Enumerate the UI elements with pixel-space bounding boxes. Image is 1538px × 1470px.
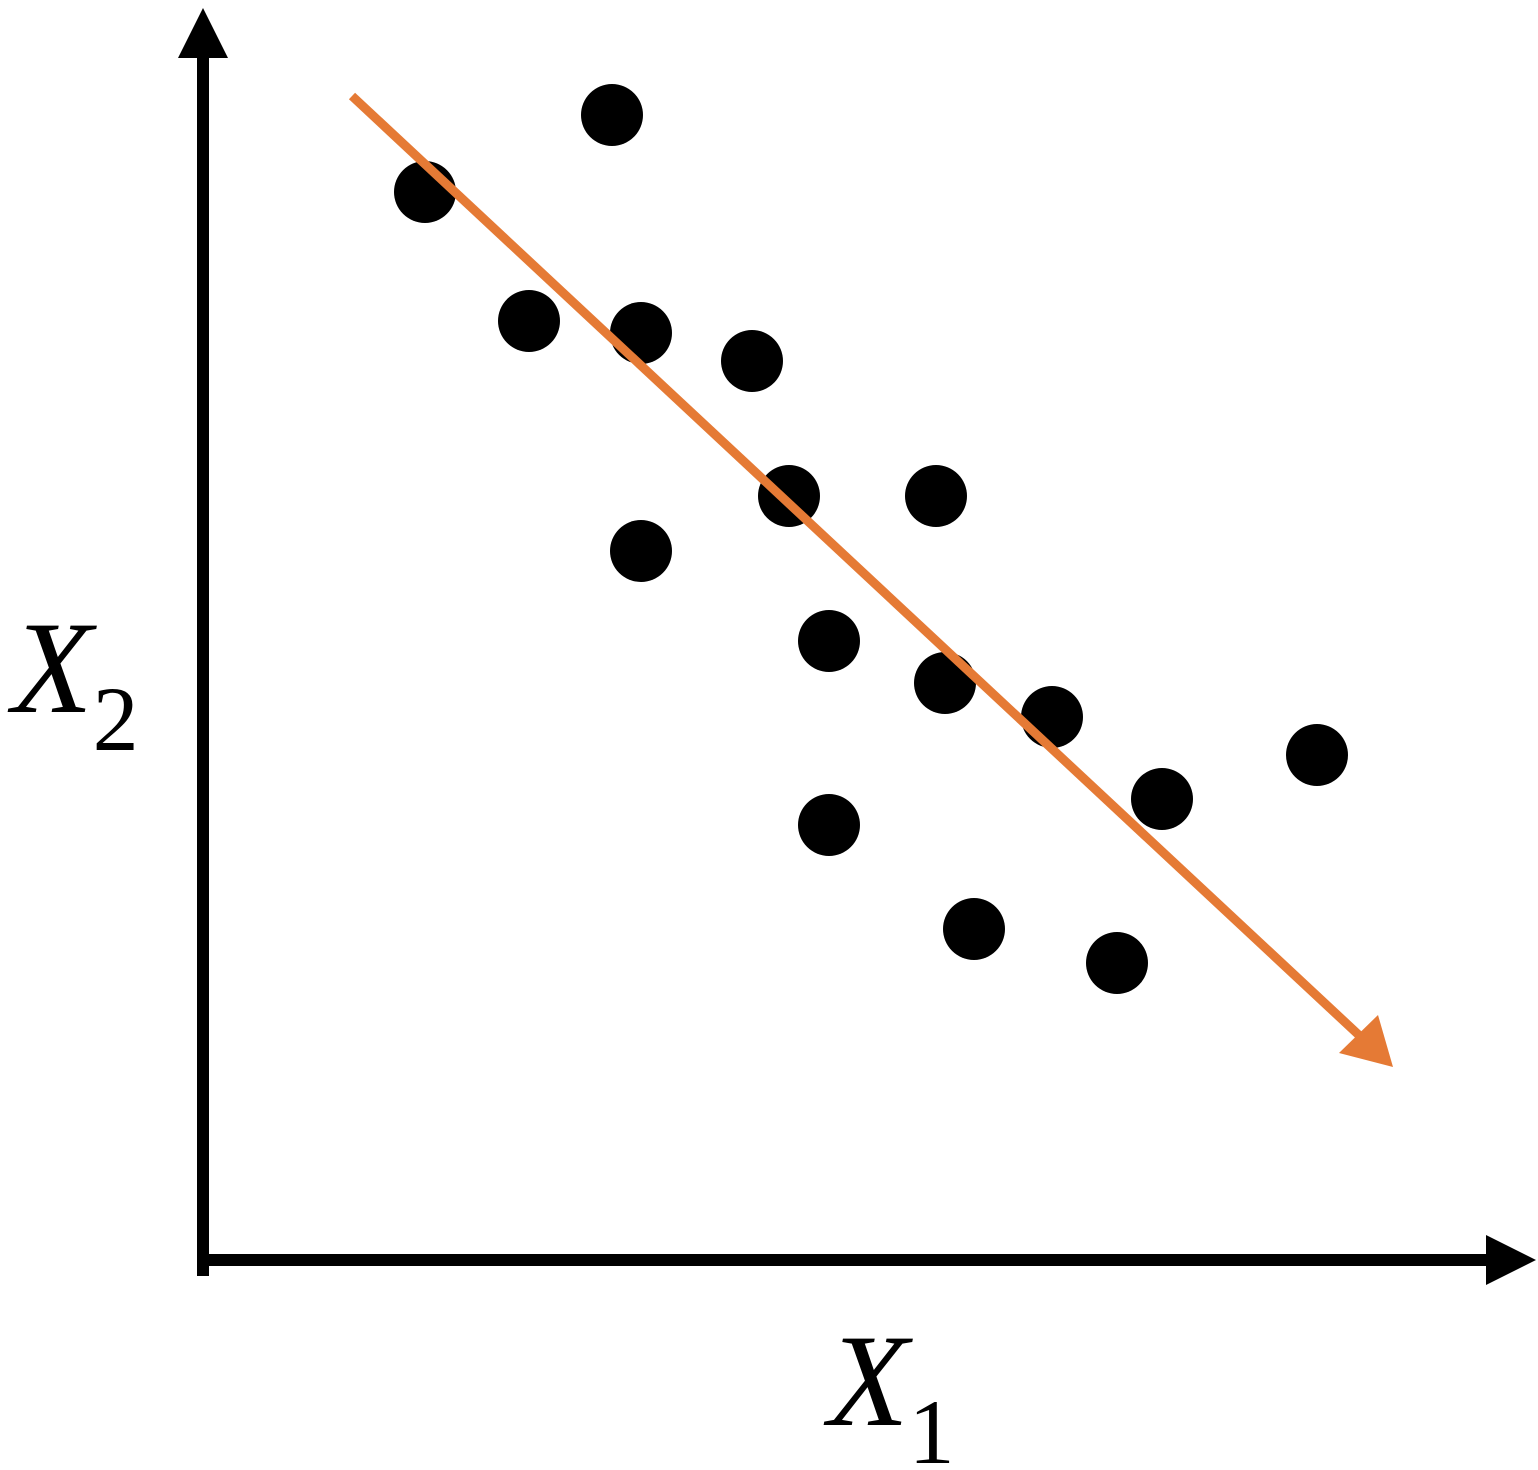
point: [798, 610, 860, 672]
point: [721, 330, 783, 392]
y-axis-label-base: X: [7, 594, 97, 741]
point: [610, 520, 672, 582]
x-axis-label-subscript: 1: [909, 1381, 955, 1470]
point: [581, 84, 643, 146]
point: [914, 652, 976, 714]
point: [758, 465, 820, 527]
point: [798, 794, 860, 856]
points: [394, 84, 1348, 994]
y-axis-label: X2: [7, 594, 139, 770]
direction-line: [348, 92, 1366, 1042]
point: [610, 302, 672, 364]
point: [498, 290, 560, 352]
point: [1021, 686, 1083, 748]
direction-arrowhead: [1339, 1015, 1393, 1067]
point: [943, 898, 1005, 960]
x-axis-arrow: [1486, 1235, 1536, 1285]
point: [394, 161, 456, 223]
y-axis-label-subscript: 2: [93, 668, 139, 770]
x-axis-label: X1: [823, 1307, 955, 1470]
point: [1131, 768, 1193, 830]
point: [905, 465, 967, 527]
y-axis-arrow: [178, 8, 228, 58]
point: [1086, 932, 1148, 994]
point: [1286, 724, 1348, 786]
x-axis-label-base: X: [823, 1307, 913, 1454]
